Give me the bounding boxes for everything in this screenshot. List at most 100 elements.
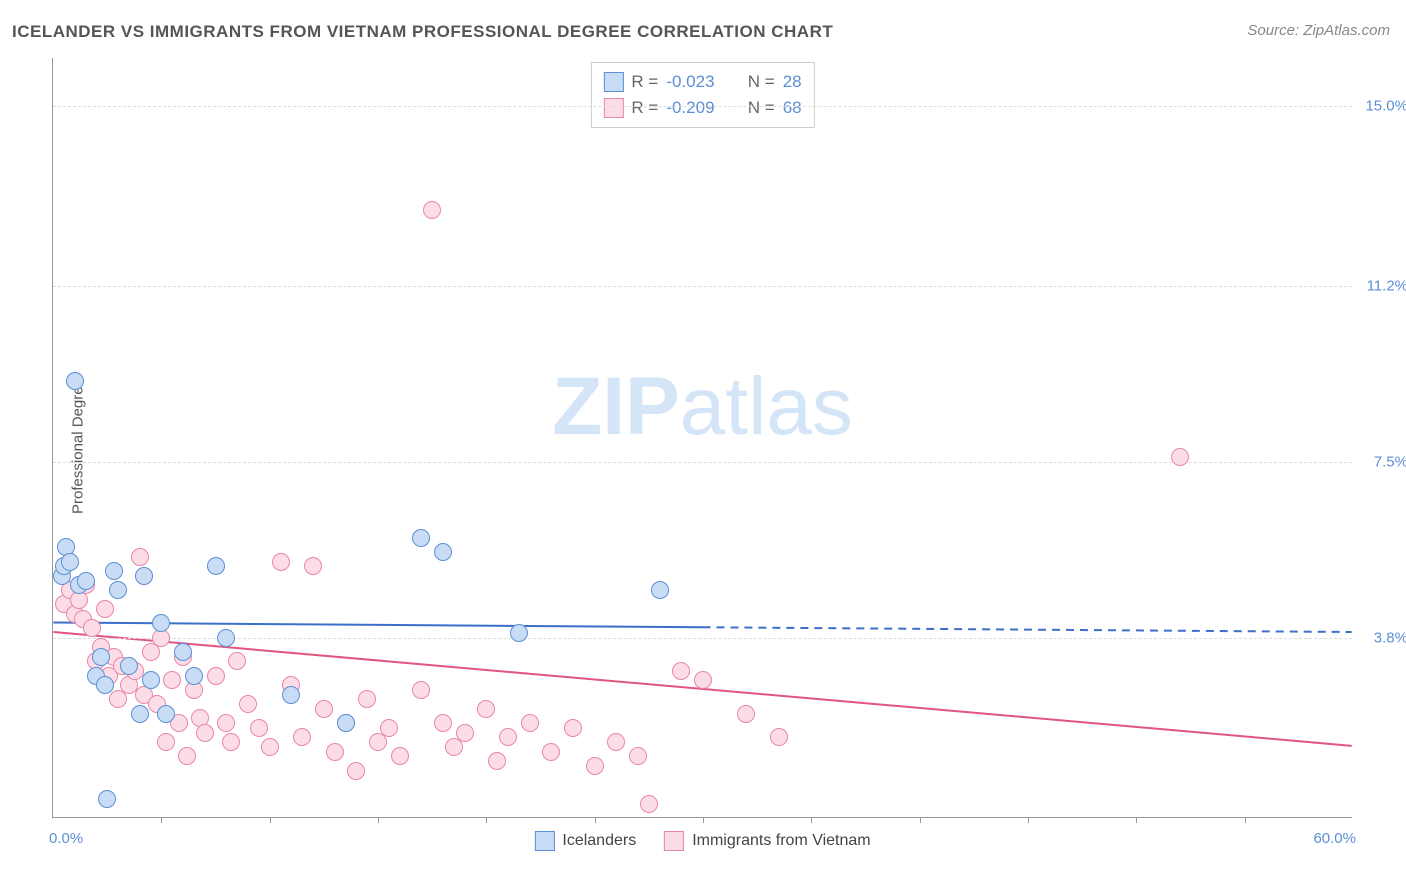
data-point: [629, 747, 647, 765]
data-point: [510, 624, 528, 642]
legend-item: Immigrants from Vietnam: [664, 831, 870, 851]
legend-row: R = -0.023 N = 28: [603, 69, 801, 95]
data-point: [135, 567, 153, 585]
x-tick: [920, 817, 921, 823]
x-tick: [595, 817, 596, 823]
x-tick: [270, 817, 271, 823]
data-point: [261, 738, 279, 756]
data-point: [239, 695, 257, 713]
data-point: [694, 671, 712, 689]
data-point: [315, 700, 333, 718]
data-point: [423, 201, 441, 219]
legend-N-value: 68: [783, 95, 802, 121]
data-point: [672, 662, 690, 680]
y-tick-label: 15.0%: [1358, 97, 1406, 114]
x-tick-label: 0.0%: [49, 830, 83, 847]
data-point: [304, 557, 322, 575]
x-tick: [1245, 817, 1246, 823]
legend-swatch: [534, 831, 554, 851]
legend-N-label: N =: [738, 95, 774, 121]
data-point: [542, 743, 560, 761]
data-point: [380, 719, 398, 737]
data-point: [96, 600, 114, 618]
data-point: [92, 648, 110, 666]
data-point: [98, 790, 116, 808]
data-point: [358, 690, 376, 708]
chart-title: ICELANDER VS IMMIGRANTS FROM VIETNAM PRO…: [12, 22, 833, 42]
legend-N-value: 28: [783, 69, 802, 95]
data-point: [477, 700, 495, 718]
data-point: [105, 562, 123, 580]
data-point: [77, 572, 95, 590]
data-point: [564, 719, 582, 737]
data-point: [66, 372, 84, 390]
legend-swatch: [664, 831, 684, 851]
data-point: [120, 657, 138, 675]
data-point: [250, 719, 268, 737]
legend-swatch: [603, 98, 623, 118]
data-point: [347, 762, 365, 780]
data-point: [196, 724, 214, 742]
gridline: [53, 462, 1352, 463]
legend-series-name: Icelanders: [562, 832, 636, 850]
data-point: [131, 548, 149, 566]
legend-item: Icelanders: [534, 831, 636, 851]
data-point: [412, 529, 430, 547]
data-point: [434, 543, 452, 561]
data-point: [157, 705, 175, 723]
data-point: [326, 743, 344, 761]
data-point: [337, 714, 355, 732]
legend-R-value: -0.023: [666, 69, 730, 95]
legend-swatch: [603, 72, 623, 92]
data-point: [770, 728, 788, 746]
x-tick: [378, 817, 379, 823]
data-point: [217, 629, 235, 647]
data-point: [434, 714, 452, 732]
x-tick: [1028, 817, 1029, 823]
data-point: [83, 619, 101, 637]
data-point: [157, 733, 175, 751]
data-point: [174, 643, 192, 661]
watermark-bold: ZIP: [552, 361, 680, 452]
y-tick-label: 11.2%: [1358, 278, 1406, 295]
data-point: [586, 757, 604, 775]
data-point: [178, 747, 196, 765]
legend-series-name: Immigrants from Vietnam: [692, 832, 870, 850]
data-point: [391, 747, 409, 765]
trend-line-extrapolated: [703, 627, 1352, 632]
y-tick-label: 7.5%: [1358, 453, 1406, 470]
data-point: [96, 676, 114, 694]
legend-R-label: R =: [631, 95, 658, 121]
legend-N-label: N =: [738, 69, 774, 95]
data-point: [521, 714, 539, 732]
watermark-light: atlas: [680, 361, 853, 452]
data-point: [607, 733, 625, 751]
data-point: [640, 795, 658, 813]
plot-area: ZIPatlas R = -0.023 N = 28R = -0.209 N =…: [52, 58, 1352, 818]
data-point: [207, 667, 225, 685]
x-tick: [161, 817, 162, 823]
data-point: [217, 714, 235, 732]
data-point: [293, 728, 311, 746]
data-point: [61, 553, 79, 571]
source-attribution: Source: ZipAtlas.com: [1247, 22, 1390, 39]
series-legend: Icelanders Immigrants from Vietnam: [534, 831, 870, 851]
x-tick-label: 60.0%: [1313, 830, 1356, 847]
data-point: [282, 686, 300, 704]
data-point: [412, 681, 430, 699]
data-point: [488, 752, 506, 770]
x-tick: [811, 817, 812, 823]
trend-line: [53, 623, 702, 628]
source-name: ZipAtlas.com: [1303, 22, 1390, 39]
x-tick: [486, 817, 487, 823]
data-point: [152, 614, 170, 632]
data-point: [1171, 448, 1189, 466]
data-point: [737, 705, 755, 723]
gridline: [53, 106, 1352, 107]
data-point: [222, 733, 240, 751]
data-point: [651, 581, 669, 599]
data-point: [142, 671, 160, 689]
data-point: [185, 667, 203, 685]
data-point: [499, 728, 517, 746]
correlation-legend: R = -0.023 N = 28R = -0.209 N = 68: [590, 62, 814, 128]
